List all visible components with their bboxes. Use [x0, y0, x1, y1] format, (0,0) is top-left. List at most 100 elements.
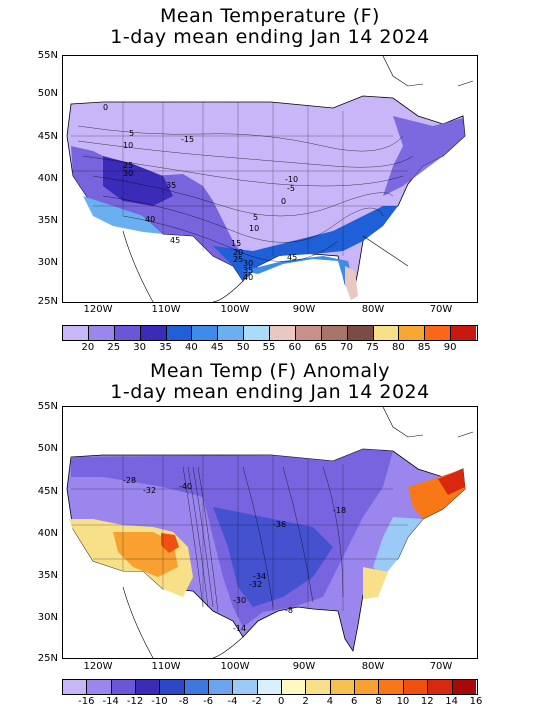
top-map: 0 5 10 -15 25 30 35 40 45 -10 -5 0 5 10 … [62, 55, 478, 303]
bottom-lat-label: 45N [37, 486, 58, 497]
colorbar-swatch [399, 326, 426, 340]
top-contour-labels: 0 5 10 -15 25 30 35 40 45 -10 -5 0 5 10 … [103, 103, 298, 282]
top-lat-label: 45N [37, 131, 58, 142]
colorbar-swatch [63, 680, 88, 694]
colorbar-label: 20 [81, 342, 95, 353]
colorbar-swatch [244, 326, 270, 340]
contour-label: 40 [145, 215, 155, 224]
colorbar-label: 35 [159, 342, 172, 353]
contour-label: -40 [179, 482, 192, 491]
colorbar-label: 55 [262, 342, 276, 353]
colorbar-swatch [428, 680, 453, 694]
colorbar-swatch [330, 680, 356, 694]
top-colorbar [62, 325, 478, 341]
colorbar-swatch [270, 326, 296, 340]
bottom-lon-label: 110W [151, 661, 181, 672]
top-lat-label: 40N [37, 173, 58, 184]
temperature-anomaly-panel: Mean Temp (F) Anomaly 1-day mean ending … [0, 355, 540, 709]
contour-label: 20 [233, 248, 243, 257]
contour-label: 25 [233, 255, 243, 264]
colorbar-swatch [452, 680, 476, 694]
colorbar-swatch [257, 680, 283, 694]
contour-label: 15 [231, 239, 241, 248]
colorbar-label: -12 [126, 696, 144, 707]
contour-label: -28 [123, 476, 136, 485]
colorbar-swatch [114, 326, 141, 340]
colorbar-label: 10 [396, 696, 410, 707]
contour-label: -8 [285, 606, 293, 615]
colorbar-swatch [209, 680, 234, 694]
bottom-lon-label: 80W [361, 661, 385, 672]
colorbar-label: -2 [251, 696, 262, 707]
gulf-band [243, 256, 353, 284]
colorbar-swatch [403, 680, 429, 694]
warm-southeast [363, 567, 388, 599]
colorbar-label: 14 [445, 696, 458, 707]
colorbar-swatch [63, 326, 89, 340]
colorbar-label: 80 [392, 342, 405, 353]
colorbar-swatch [321, 326, 348, 340]
contour-label: -30 [233, 596, 246, 605]
bottom-map: -28 -32 -40 -36 -18 -34 -32 -30 -8 -14 [62, 406, 478, 659]
colorbar-swatch [184, 680, 210, 694]
colorbar-label: 70 [340, 342, 353, 353]
contour-label: 30 [123, 169, 133, 178]
colorbar-swatch [166, 326, 193, 340]
contour-label: 0 [103, 103, 108, 112]
top-lat-label: 25N [37, 296, 58, 307]
contour-label: -18 [333, 506, 346, 515]
colorbar-swatch [111, 680, 137, 694]
colorbar-swatch [136, 680, 161, 694]
top-title-line1: Mean Temperature (F) [160, 5, 380, 27]
colorbar-label: -4 [227, 696, 238, 707]
colorbar-label: 90 [443, 342, 457, 353]
bottom-lon-label: 90W [292, 661, 316, 672]
top-lat-label: 50N [37, 88, 58, 99]
contour-label: -32 [249, 580, 262, 589]
colorbar-swatch [218, 326, 245, 340]
colorbar-label: -6 [203, 696, 214, 707]
colorbar-swatch [282, 680, 307, 694]
colorbar-label: 40 [185, 342, 198, 353]
colorbar-swatch [295, 326, 322, 340]
bottom-lat-label: 30N [37, 612, 58, 623]
top-lat-label: 30N [37, 257, 58, 268]
colorbar-label: 75 [366, 342, 379, 353]
colorbar-swatch [347, 326, 374, 340]
colorbar-label: 25 [107, 342, 121, 353]
colorbar-swatch [373, 326, 400, 340]
colorbar-swatch [355, 680, 380, 694]
colorbar-label: 65 [314, 342, 328, 353]
colorbar-label: 12 [420, 696, 434, 707]
colorbar-swatch [451, 326, 476, 340]
colorbar-label: -8 [178, 696, 189, 707]
contour-label: -32 [143, 486, 156, 495]
contour-label: 35 [243, 266, 253, 275]
contour-label: 10 [249, 224, 259, 233]
colorbar-label: 0 [277, 696, 285, 707]
colorbar-label: 30 [133, 342, 146, 353]
warm-band-south [213, 206, 398, 281]
bottom-lon-label: 100W [220, 661, 250, 672]
colorbar-swatch [233, 680, 258, 694]
contour-label: 40 [243, 273, 253, 282]
northeast-cold [383, 116, 465, 196]
bottom-lat-label: 40N [37, 528, 58, 539]
bottom-lat-label: 50N [37, 443, 58, 454]
colorbar-swatch [192, 326, 219, 340]
top-lon-label: 80W [361, 304, 385, 315]
bottom-contour-labels: -28 -32 -40 -36 -18 -34 -32 -30 -8 -14 [123, 476, 346, 633]
top-lon-label: 110W [151, 304, 181, 315]
contour-label: 30 [243, 259, 253, 268]
warm-hotspot [161, 533, 179, 553]
colorbar-label: -16 [78, 696, 95, 707]
contour-label: -14 [233, 624, 246, 633]
florida-warm [345, 266, 358, 300]
contour-label: 5 [253, 213, 258, 222]
colorbar-label: 60 [288, 342, 302, 353]
colorbar-label: 16 [469, 696, 483, 707]
contour-label: 25 [123, 161, 133, 170]
bottom-lon-label: 70W [429, 661, 453, 672]
colorbar-swatch [425, 326, 452, 340]
colorbar-swatch [87, 680, 112, 694]
